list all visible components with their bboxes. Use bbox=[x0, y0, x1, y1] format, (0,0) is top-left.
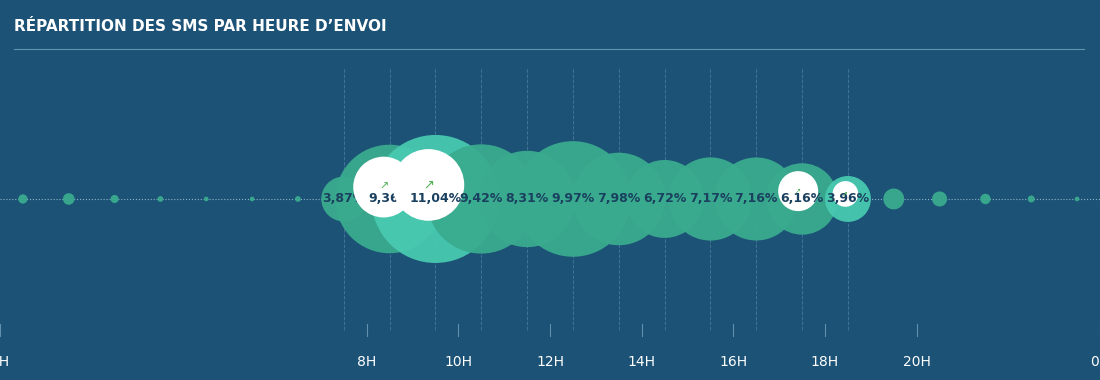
Text: 9,97%: 9,97% bbox=[551, 192, 594, 206]
Point bbox=[977, 196, 994, 202]
Text: 9,42%: 9,42% bbox=[460, 192, 503, 206]
Text: 20H: 20H bbox=[903, 355, 931, 369]
Point bbox=[837, 191, 855, 197]
Point bbox=[564, 196, 582, 202]
Point bbox=[702, 196, 719, 202]
Text: 3,96%: 3,96% bbox=[826, 192, 869, 206]
Text: 0H: 0H bbox=[1090, 355, 1100, 369]
Point bbox=[106, 196, 123, 202]
Point bbox=[747, 196, 764, 202]
Text: 6,16%: 6,16% bbox=[781, 192, 824, 206]
Point bbox=[14, 196, 32, 202]
Point bbox=[381, 196, 398, 202]
Text: 12H: 12H bbox=[536, 355, 564, 369]
Point bbox=[931, 196, 948, 202]
Point bbox=[793, 196, 811, 202]
Point bbox=[790, 188, 807, 194]
Text: 11,04%: 11,04% bbox=[409, 192, 462, 206]
Text: ↗: ↗ bbox=[379, 182, 388, 192]
Point bbox=[375, 184, 393, 190]
Text: 16H: 16H bbox=[719, 355, 747, 369]
Text: ↗: ↗ bbox=[843, 191, 848, 197]
Text: 7,17%: 7,17% bbox=[689, 192, 733, 206]
Point bbox=[609, 196, 627, 202]
Text: 3,87%: 3,87% bbox=[322, 192, 365, 206]
Text: 7,98%: 7,98% bbox=[597, 192, 640, 206]
Point bbox=[1068, 196, 1086, 202]
Text: ↗: ↗ bbox=[424, 179, 433, 192]
Text: ↗: ↗ bbox=[795, 188, 801, 194]
Text: RÉPARTITION DES SMS PAR HEURE D’ENVOI: RÉPARTITION DES SMS PAR HEURE D’ENVOI bbox=[14, 19, 387, 34]
Point bbox=[243, 196, 261, 202]
Text: 0H: 0H bbox=[0, 355, 10, 369]
Point bbox=[472, 196, 490, 202]
Point bbox=[59, 196, 77, 202]
Text: 14H: 14H bbox=[628, 355, 656, 369]
Point bbox=[152, 196, 169, 202]
Point bbox=[1023, 196, 1041, 202]
Point bbox=[884, 196, 902, 202]
Point bbox=[419, 182, 437, 188]
Text: 9,36%: 9,36% bbox=[368, 192, 411, 206]
Point bbox=[656, 196, 673, 202]
Text: 18H: 18H bbox=[811, 355, 839, 369]
Text: 8,31%: 8,31% bbox=[506, 192, 549, 206]
Point bbox=[197, 196, 215, 202]
Point bbox=[518, 196, 536, 202]
Point bbox=[427, 196, 444, 202]
Point bbox=[334, 196, 352, 202]
Point bbox=[289, 196, 307, 202]
Text: 10H: 10H bbox=[444, 355, 472, 369]
Text: 8H: 8H bbox=[358, 355, 376, 369]
Text: 6,72%: 6,72% bbox=[642, 192, 686, 206]
Text: 7,16%: 7,16% bbox=[735, 192, 778, 206]
Point bbox=[839, 196, 857, 202]
